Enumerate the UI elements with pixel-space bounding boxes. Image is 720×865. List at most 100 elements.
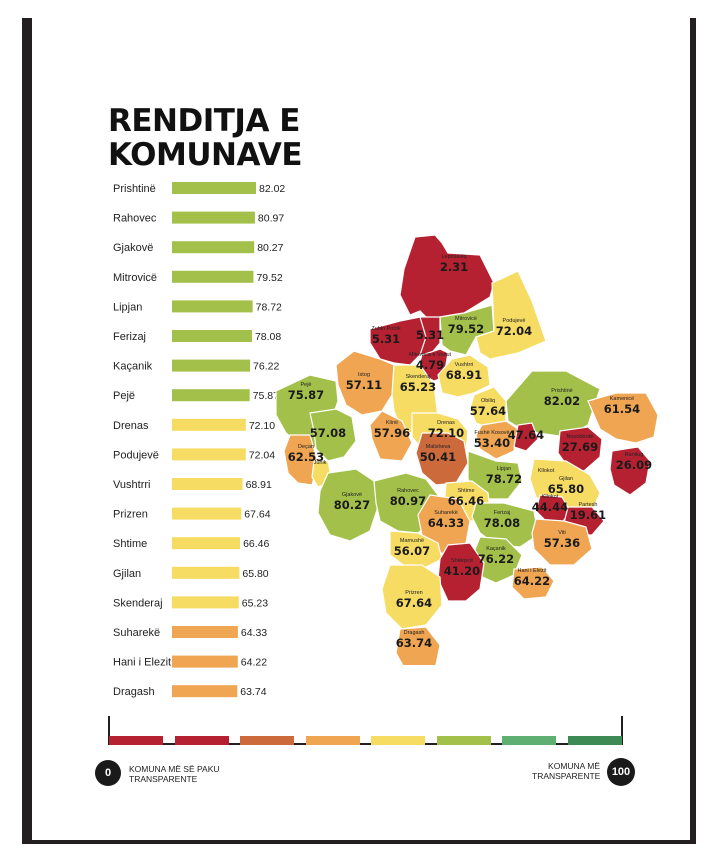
legend-right-tick	[621, 716, 623, 745]
map-region-value: 61.54	[604, 402, 640, 416]
map-region-value: 65.23	[400, 380, 436, 394]
map-region-name: Partesh	[579, 502, 598, 508]
map-region	[587, 392, 659, 444]
bar	[172, 448, 246, 461]
legend-swatch	[109, 736, 163, 745]
map-region-name: Drenas	[437, 420, 455, 426]
bottom-frame-border	[22, 840, 696, 844]
bar-value-label: 78.72	[256, 301, 282, 313]
left-frame-border	[22, 18, 32, 840]
map-region-value: 80.97	[390, 494, 426, 508]
bar-category-label: Prizren	[113, 509, 148, 521]
map-region	[511, 566, 555, 600]
map-region	[437, 542, 485, 602]
map-region-value: 64.22	[514, 574, 550, 588]
map-region-value: 57.36	[544, 536, 580, 550]
map-region-name: Zubin Potok	[371, 326, 401, 332]
map-region-value: 65.80	[548, 482, 584, 496]
map-region-name: Malisheva	[426, 444, 452, 450]
bar-category-label: Suharekë	[113, 627, 160, 639]
bar-value-label: 80.27	[257, 242, 283, 254]
bar-value-label: 66.46	[243, 538, 269, 550]
map-region-value: 75.87	[288, 388, 324, 402]
map-region-name: Podujevë	[503, 318, 526, 324]
bar	[172, 241, 255, 254]
bar-category-label: Gjilan	[113, 568, 141, 580]
legend-swatch	[240, 736, 294, 745]
bar-value-label: 72.04	[249, 449, 275, 461]
map-region-name: Mitrovicë	[455, 316, 477, 322]
map-region	[513, 422, 539, 452]
map-region	[389, 530, 443, 568]
map-region-value: 64.33	[428, 516, 464, 530]
bar-category-label: Dragash	[113, 686, 155, 698]
map-region-name: Vushtrri	[455, 362, 474, 368]
map-region-value: 57.96	[374, 426, 410, 440]
bar-value-label: 64.22	[241, 657, 267, 669]
map-region	[317, 468, 379, 542]
title-line-2: KOMUNAVE	[108, 137, 303, 173]
map-region	[395, 626, 441, 665]
map-region-value: 27.69	[562, 440, 598, 454]
map-region-value: 78.72	[486, 472, 522, 486]
map-region-value: 72.10	[428, 426, 464, 440]
bar-category-label: Lipjan	[113, 301, 142, 313]
map-region-value: 44.44	[532, 500, 568, 514]
legend-swatch	[502, 736, 556, 745]
map-region-name: Prishtinë	[551, 388, 572, 394]
bar-category-label: Podujevë	[113, 449, 159, 461]
map-region-name: Suharekë	[434, 510, 458, 516]
bar-value-label: 72.10	[249, 420, 275, 432]
bar	[172, 685, 238, 698]
legend-swatch	[174, 736, 229, 745]
map-region-value: 47.64	[508, 428, 544, 442]
map-region-name: Mitrovica e Veriut	[409, 352, 452, 358]
map-region-value: 56.07	[394, 544, 430, 558]
map-region-name: Hani i Elezit	[517, 568, 547, 574]
map-region-value: 53.40	[474, 436, 510, 450]
map-region-name: Viti	[558, 530, 566, 536]
map-region	[283, 434, 319, 486]
map-region-value: 80.27	[334, 498, 370, 512]
bar-value-label: 64.33	[241, 627, 267, 639]
bar-category-label: Mitrovicë	[113, 272, 157, 284]
ranking-bar-chart: Prishtinë 82.02 Rahovec 80.97 Gjakovë 80.27 Mi…	[113, 182, 285, 698]
bar-category-label: Ferizaj	[113, 331, 146, 343]
map-region	[609, 446, 651, 496]
map-region-name: Novobërdë	[567, 434, 594, 440]
map-region	[369, 410, 413, 462]
map-region-name: Lipjan	[497, 466, 512, 472]
bar-category-label: Pejë	[113, 390, 135, 402]
bar-value-label: 68.91	[246, 479, 272, 491]
legend-swatch	[567, 736, 622, 745]
bar-value-label: 80.97	[258, 213, 284, 225]
map-region-name: Istog	[358, 372, 370, 378]
map-region-name: Skenderaj	[406, 374, 431, 380]
legend-swatch	[436, 736, 491, 745]
map-region-name: Kllokot	[538, 468, 555, 474]
map-region	[475, 270, 547, 360]
legend-min-label-line-1: KOMUNA MË SË PAKU	[129, 764, 220, 774]
map-region	[531, 518, 593, 566]
map-region-value: 4.79	[416, 358, 444, 372]
map-region	[335, 350, 395, 416]
map-region-name: Shtime	[457, 488, 474, 494]
bar-value-label: 67.64	[244, 509, 270, 521]
bar-category-label: Prishtinë	[113, 183, 156, 195]
map-region-name: Kllokot	[542, 494, 559, 500]
legend-axis-line	[109, 743, 622, 745]
bar-value-label: 79.52	[256, 272, 282, 284]
legend-swatch	[305, 736, 360, 745]
legend-max-label: KOMUNA MË TRANSPARENTE	[532, 761, 600, 781]
map-region-value: 5.31	[372, 332, 400, 346]
bar-value-label: 65.80	[242, 568, 268, 580]
map-region-name: Ranilug	[625, 452, 644, 458]
map-region	[381, 564, 443, 630]
map-region	[557, 426, 603, 472]
map-region-name: Kaçanik	[486, 546, 506, 552]
map-region-name: Prizren	[405, 590, 422, 596]
map-region-name: Kamenicë	[610, 396, 634, 402]
bar-category-label: Rahovec	[113, 213, 157, 225]
bar-category-label: Gjakovë	[113, 242, 153, 254]
